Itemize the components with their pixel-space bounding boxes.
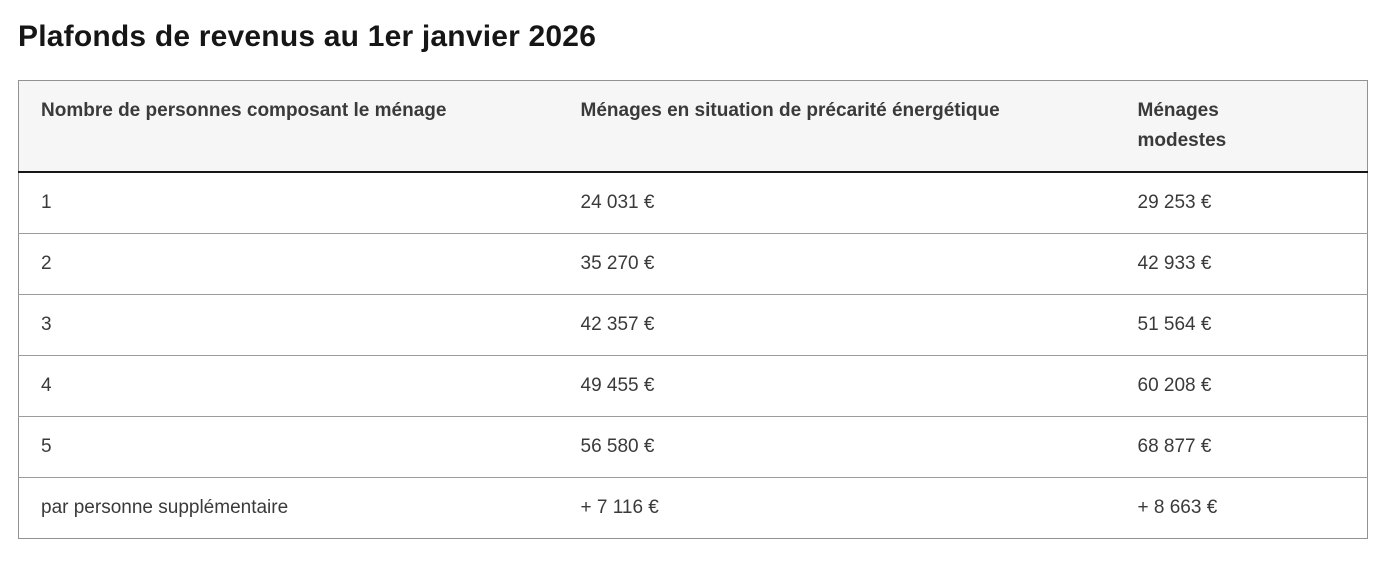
table-row: 5 56 580 € 68 877 € <box>18 416 1368 478</box>
header-cell-household-size: Nombre de personnes composant le ménage <box>18 80 559 173</box>
cell-modest-value: 29 253 € <box>1115 172 1368 234</box>
cell-modest-value: + 8 663 € <box>1115 477 1368 539</box>
header-label-household-size: Nombre de personnes composant le ménage <box>41 100 447 121</box>
cell-precarity-value: + 7 116 € <box>558 477 1116 539</box>
cell-household-size: 3 <box>18 294 559 356</box>
cell-household-size: 1 <box>18 172 559 234</box>
cell-modest-value: 68 877 € <box>1115 416 1368 478</box>
cell-modest-value: 42 933 € <box>1115 233 1368 295</box>
income-ceilings-table: Nombre de personnes composant le ménage … <box>18 80 1368 539</box>
table-header-row: Nombre de personnes composant le ménage … <box>18 80 1368 173</box>
header-label-precarity: Ménages en situation de précarité énergé… <box>580 100 1000 121</box>
table-row: 3 42 357 € 51 564 € <box>18 294 1368 356</box>
cell-precarity-value: 24 031 € <box>558 172 1116 234</box>
header-label-modest: Ménages modestes <box>1137 100 1227 151</box>
cell-household-size: par personne supplémentaire <box>18 477 559 539</box>
page-container: Plafonds de revenus au 1er janvier 2026 … <box>18 20 1368 539</box>
table-row-extra-person: par personne supplémentaire + 7 116 € + … <box>18 477 1368 539</box>
cell-precarity-value: 42 357 € <box>558 294 1116 356</box>
cell-precarity-value: 49 455 € <box>558 355 1116 417</box>
cell-household-size: 2 <box>18 233 559 295</box>
cell-household-size: 5 <box>18 416 559 478</box>
cell-precarity-value: 35 270 € <box>558 233 1116 295</box>
cell-modest-value: 51 564 € <box>1115 294 1368 356</box>
table-row: 4 49 455 € 60 208 € <box>18 355 1368 417</box>
page-title: Plafonds de revenus au 1er janvier 2026 <box>18 20 597 53</box>
cell-precarity-value: 56 580 € <box>558 416 1116 478</box>
header-cell-modest: Ménages modestes <box>1115 80 1368 173</box>
table-row: 1 24 031 € 29 253 € <box>18 172 1368 234</box>
cell-modest-value: 60 208 € <box>1115 355 1368 417</box>
header-cell-precarity: Ménages en situation de précarité énergé… <box>558 80 1116 173</box>
table-row: 2 35 270 € 42 933 € <box>18 233 1368 295</box>
cell-household-size: 4 <box>18 355 559 417</box>
